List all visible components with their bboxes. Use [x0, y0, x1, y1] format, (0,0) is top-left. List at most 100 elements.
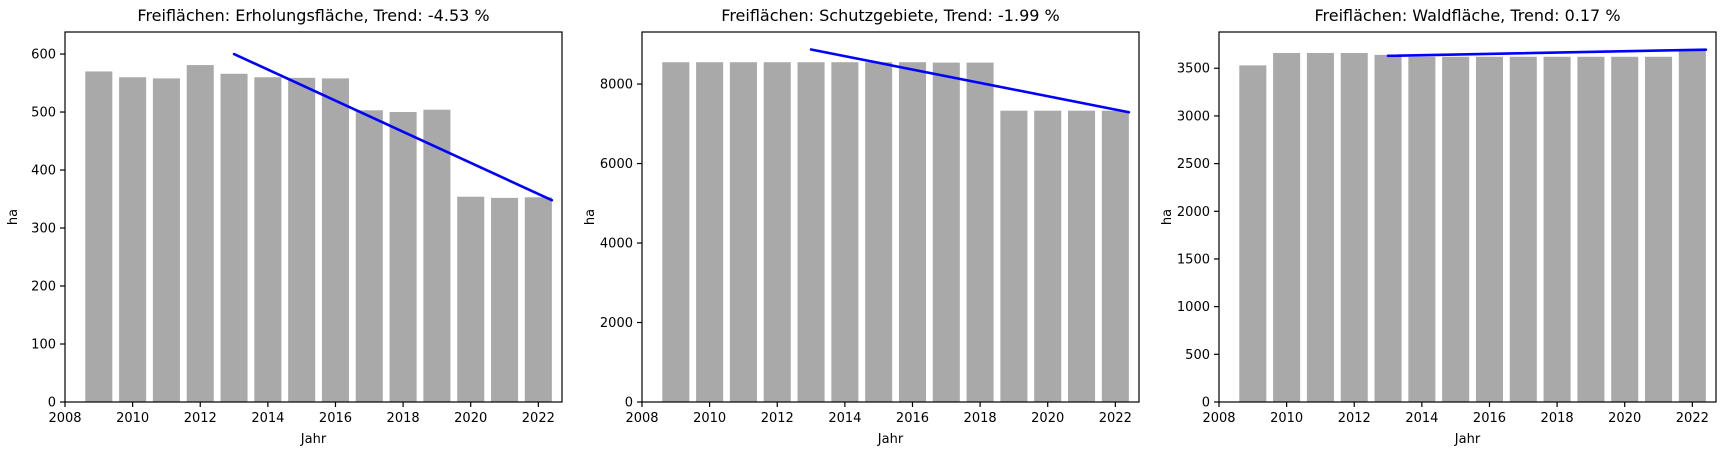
- bar-2020: [1611, 56, 1639, 402]
- plot-border: [1218, 31, 1717, 403]
- bar-2015: [1442, 56, 1470, 402]
- chart-erholungsflaeche: 0 100 200 300 400 500 600 2008 2010 2012 2014 2016 2…: [0, 0, 577, 455]
- x-tick-label: 2020: [454, 411, 487, 426]
- x-tick-label: 2014: [828, 411, 861, 426]
- bar-2019: [423, 109, 451, 403]
- x-tick-label: 2020: [1608, 411, 1641, 426]
- y-tick-label: 300: [31, 222, 56, 237]
- bar-2013: [220, 73, 248, 402]
- bar-2022: [1678, 50, 1706, 403]
- y-tick-label: 500: [1185, 348, 1210, 363]
- plot-border: [64, 31, 563, 403]
- bar-2020: [1034, 110, 1062, 402]
- x-tick-label: 2012: [761, 411, 794, 426]
- y-tick-label: 0: [48, 396, 56, 411]
- y-tick-label: 4000: [600, 237, 633, 252]
- x-tick-label: 2008: [1202, 411, 1235, 426]
- bar-2016: [1475, 56, 1503, 402]
- bar-2018: [966, 62, 994, 402]
- bar-2014: [831, 62, 859, 402]
- y-tick-label: 2000: [600, 316, 633, 331]
- trend-line: [809, 48, 1131, 114]
- y-tick-label: 600: [31, 48, 56, 63]
- y-tick-label: 200: [31, 280, 56, 295]
- bar-2010: [1273, 52, 1301, 402]
- bar-2018: [1543, 56, 1571, 402]
- x-axis-label: Jahr: [300, 432, 327, 447]
- bar-2012: [763, 62, 791, 402]
- y-tick-label: 500: [31, 106, 56, 121]
- bar-2012: [1340, 52, 1368, 402]
- bar-2016: [321, 78, 349, 402]
- y-tick-label: 8000: [600, 78, 633, 93]
- bar-2014: [254, 77, 282, 403]
- bar-2019: [1000, 110, 1028, 402]
- bar-2016: [898, 62, 926, 402]
- y-tick-label: 1000: [1177, 300, 1210, 315]
- chart-title: Freiflächen: Erholungsfläche, Trend: -4.…: [137, 6, 489, 25]
- x-axis-label: Jahr: [1454, 432, 1481, 447]
- bar-2021: [491, 197, 519, 402]
- bar-2009: [662, 62, 690, 402]
- y-tick-label: 1500: [1177, 252, 1210, 267]
- x-tick-label: 2018: [964, 411, 997, 426]
- y-tick-label: 400: [31, 164, 56, 179]
- x-tick-label: 2008: [48, 411, 81, 426]
- x-tick-label: 2010: [1270, 411, 1303, 426]
- y-tick-label: 2000: [1177, 205, 1210, 220]
- chart-waldflaeche-plot: 0 500 1000 1500 2000 2500 3000 3500 2008 2010 2012…: [1160, 6, 1717, 447]
- chart-erholungsflaeche-plot: 0 100 200 300 400 500 600 2008 2010 2012 2014 2016 2…: [6, 6, 563, 447]
- y-tick-label: 100: [31, 338, 56, 353]
- bar-2012: [186, 65, 214, 402]
- bar-2010: [696, 62, 724, 402]
- y-tick-label: 3500: [1177, 62, 1210, 77]
- bar-2011: [729, 62, 757, 402]
- x-axis-label: Jahr: [877, 432, 904, 447]
- chart-title: Freiflächen: Waldfläche, Trend: 0.17 %: [1314, 6, 1620, 25]
- y-tick-label: 3000: [1177, 109, 1210, 124]
- x-tick-label: 2014: [1405, 411, 1438, 426]
- x-tick-label: 2020: [1031, 411, 1064, 426]
- y-axis-label: ha: [583, 209, 598, 225]
- trend-line: [232, 52, 554, 202]
- bar-2020: [457, 196, 485, 402]
- bar-2011: [1306, 52, 1334, 402]
- bar-2022: [524, 197, 552, 402]
- x-tick-label: 2016: [1473, 411, 1506, 426]
- bar-2015: [865, 62, 893, 402]
- bar-2017: [355, 110, 383, 402]
- y-tick-label: 6000: [600, 157, 633, 172]
- trend-line: [1386, 48, 1708, 58]
- x-tick-label: 2012: [1338, 411, 1371, 426]
- x-tick-label: 2022: [1676, 411, 1709, 426]
- bar-2013: [797, 62, 825, 402]
- x-tick-label: 2022: [522, 411, 555, 426]
- bar-2009: [85, 71, 113, 402]
- bar-2010: [119, 77, 147, 403]
- bar-2021: [1068, 110, 1096, 402]
- y-axis-label: ha: [1160, 209, 1175, 225]
- x-tick-label: 2016: [319, 411, 352, 426]
- chart-title: Freiflächen: Schutzgebiete, Trend: -1.99…: [721, 6, 1059, 25]
- bar-2014: [1408, 56, 1436, 402]
- plot-border: [641, 31, 1140, 403]
- bar-2009: [1239, 65, 1267, 402]
- y-tick-label: 2500: [1177, 157, 1210, 172]
- bar-2019: [1577, 56, 1605, 402]
- y-tick-label: 0: [1202, 396, 1210, 411]
- bar-2018: [389, 112, 417, 402]
- bar-2013: [1374, 54, 1402, 402]
- chart-waldflaeche: 0 500 1000 1500 2000 2500 3000 3500 2008 2010 2012…: [1154, 0, 1731, 455]
- y-tick-label: 0: [625, 396, 633, 411]
- bar-2022: [1101, 110, 1129, 402]
- bar-2011: [152, 78, 180, 402]
- x-tick-label: 2008: [625, 411, 658, 426]
- y-axis-label: ha: [6, 209, 21, 225]
- x-tick-label: 2012: [184, 411, 217, 426]
- x-tick-label: 2010: [693, 411, 726, 426]
- x-tick-label: 2018: [1541, 411, 1574, 426]
- x-tick-label: 2016: [896, 411, 929, 426]
- chart-schutzgebiete-plot: 0 2000 4000 6000 8000 2008 2010 2012 2014 2016 201…: [583, 6, 1140, 447]
- x-tick-label: 2022: [1099, 411, 1132, 426]
